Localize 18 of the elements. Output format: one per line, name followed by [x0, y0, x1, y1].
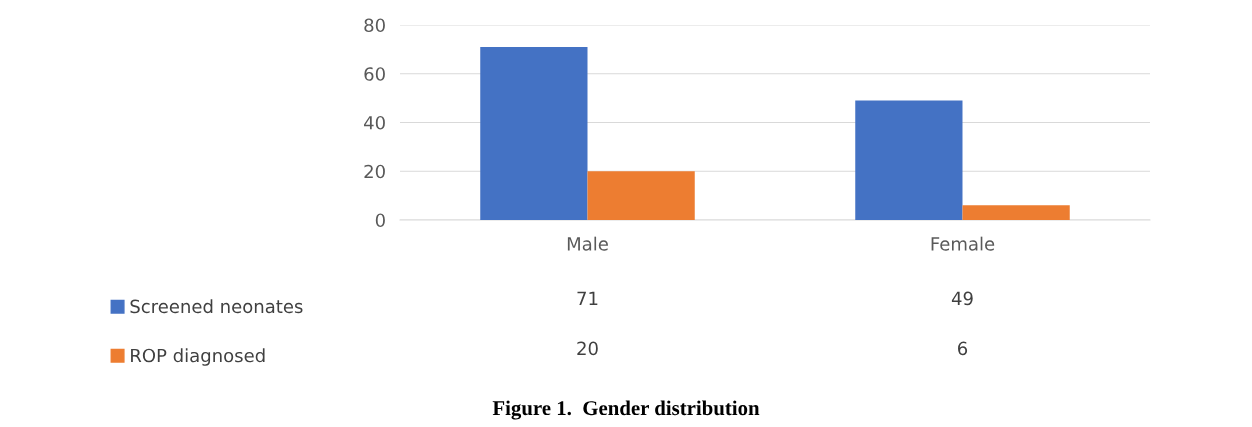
data-label: 71	[577, 291, 598, 305]
legend-label: Screened neonates	[130, 299, 303, 314]
y-tick-label: 40	[364, 115, 385, 130]
y-tick-label: 80	[364, 18, 385, 33]
data-label: 20	[577, 341, 598, 356]
x-tick-label: Male	[567, 236, 608, 251]
y-tick-label: 0	[375, 213, 385, 228]
bar	[480, 46, 588, 220]
y-tick-label: 20	[364, 164, 385, 179]
bar	[855, 100, 963, 220]
bar	[587, 171, 695, 220]
caption: Figure 1. Gender distribution	[492, 400, 760, 420]
legend-label: ROP diagnosed	[131, 348, 265, 366]
bar	[962, 205, 1070, 220]
data-label: 49	[951, 291, 973, 306]
y-tick-label: 60	[364, 67, 385, 81]
data-label: 6	[958, 341, 968, 356]
x-tick-label: Female	[931, 236, 995, 251]
